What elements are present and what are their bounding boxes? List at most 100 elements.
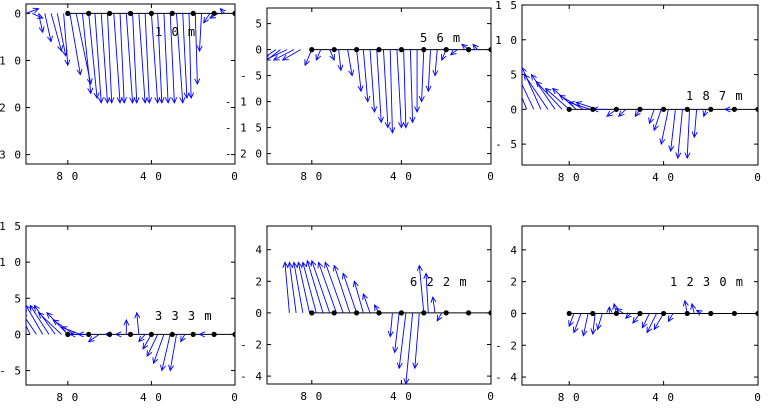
velocity-arrow: [81, 13, 92, 94]
velocity-arrow: [362, 293, 371, 314]
x-tick-label: 4 0: [652, 391, 675, 404]
velocity-arrowhead: [324, 261, 330, 269]
velocity-arrow: [450, 49, 458, 56]
velocity-arrowhead: [648, 117, 654, 125]
station-marker: [376, 47, 382, 53]
velocity-arrowhead: [133, 97, 140, 104]
velocity-arrow: [362, 49, 369, 102]
axes-frame: [521, 4, 759, 166]
velocity-arrow: [421, 49, 425, 102]
velocity-arrow: [522, 67, 542, 110]
y-tick-label: 0: [14, 7, 22, 20]
station-marker: [169, 331, 175, 338]
velocity-arrow: [157, 13, 163, 103]
velocity-arrowhead: [93, 92, 100, 100]
velocity-arrow: [409, 49, 414, 123]
velocity-arrow: [545, 88, 570, 110]
y-tick-label: 1 5: [0, 220, 22, 233]
velocity-arrowhead: [219, 7, 227, 15]
velocity-arrowhead: [348, 69, 355, 77]
y-tick-label: 4: [255, 244, 263, 257]
velocity-arrowhead: [575, 101, 583, 107]
velocity-arrowhead: [430, 296, 437, 303]
velocity-arrowhead: [86, 78, 93, 86]
velocity-arrow: [653, 313, 664, 330]
velocity-arrowhead: [291, 261, 298, 269]
y-tick-label: 2: [510, 276, 518, 289]
plot-area: [16, 304, 235, 372]
velocity-arrowhead: [646, 326, 653, 334]
y-tick-label: 0: [510, 103, 518, 116]
velocity-arrowhead: [702, 110, 709, 118]
velocity-arrow: [329, 49, 335, 61]
y-tick-label: - 1 0: [225, 96, 263, 109]
plot-area: [267, 43, 491, 134]
velocity-arrow: [315, 49, 322, 61]
station-marker: [731, 106, 738, 112]
velocity-arrowhead: [412, 362, 419, 370]
velocity-arrowhead: [120, 97, 127, 104]
y-tick-label: 3 0: [0, 149, 22, 162]
velocity-arrowhead: [416, 264, 423, 272]
velocity-arrowhead: [141, 97, 148, 104]
y-tick-label: 0: [255, 307, 263, 320]
velocity-arrow: [667, 313, 674, 322]
velocity-arrow: [26, 8, 39, 14]
station-marker: [755, 310, 758, 317]
station-marker: [107, 331, 113, 338]
axes-frame: [266, 225, 492, 385]
velocity-arrowhead: [301, 261, 308, 269]
velocity-arrowhead: [310, 259, 317, 267]
quiver-panel-6: 8 0 4 0 0 - 4 - 2 0 2 4 1 2 3 0 m: [495, 225, 762, 404]
x-tick-label: 4 0: [140, 170, 163, 183]
velocity-arrowhead: [179, 97, 186, 104]
x-tick-label: 4 0: [140, 391, 163, 404]
velocity-arrow: [267, 49, 288, 60]
x-tick-label: 0: [754, 391, 762, 404]
x-tick-label: 0: [487, 170, 495, 183]
velocity-arrowhead: [198, 331, 206, 338]
station-marker: [232, 331, 235, 338]
y-tick-label: - 2 0: [225, 148, 263, 161]
velocity-arrow: [220, 8, 225, 14]
velocity-arrowhead: [409, 116, 416, 124]
velocity-arrowhead: [558, 94, 566, 101]
velocity-arrow: [418, 265, 425, 313]
velocity-arrowhead: [38, 26, 45, 34]
velocity-arrow: [293, 262, 304, 313]
station-marker: [190, 10, 196, 17]
velocity-arrowhead: [396, 362, 403, 370]
depth-annotation: 1 0 m: [155, 25, 196, 39]
velocity-arrow: [342, 273, 358, 314]
velocity-arrowhead: [272, 54, 280, 61]
x-tick-label: 0: [231, 170, 239, 183]
velocity-arrowhead: [267, 55, 271, 61]
velocity-arrow: [125, 13, 134, 103]
velocity-arrow: [107, 13, 113, 103]
velocity-arrowhead: [641, 321, 648, 329]
velocity-arrow: [686, 109, 691, 159]
velocity-arrowhead: [16, 320, 21, 326]
velocity-arrow: [44, 13, 52, 42]
velocity-arrowhead: [180, 335, 186, 343]
velocity-arrowhead: [414, 106, 421, 114]
station-marker: [443, 310, 449, 316]
velocity-arrow: [26, 324, 31, 335]
velocity-arrow: [405, 312, 414, 384]
velocity-arrow: [267, 49, 277, 57]
velocity-arrowhead: [432, 69, 439, 77]
velocity-arrowhead: [668, 145, 675, 153]
velocity-arrow: [132, 13, 138, 103]
velocity-arrow: [318, 262, 337, 314]
y-tick-label: - 5: [495, 138, 518, 151]
station-marker: [211, 10, 217, 17]
velocity-arrowhead: [449, 49, 457, 56]
station-marker: [488, 310, 491, 316]
velocity-arrow: [180, 334, 186, 342]
velocity-arrow: [284, 262, 290, 313]
x-tick-label: 0: [754, 171, 762, 184]
x-tick-label: 0: [231, 391, 239, 404]
velocity-arrow: [176, 13, 184, 103]
station-marker: [566, 310, 572, 317]
velocity-arrow: [573, 313, 582, 333]
